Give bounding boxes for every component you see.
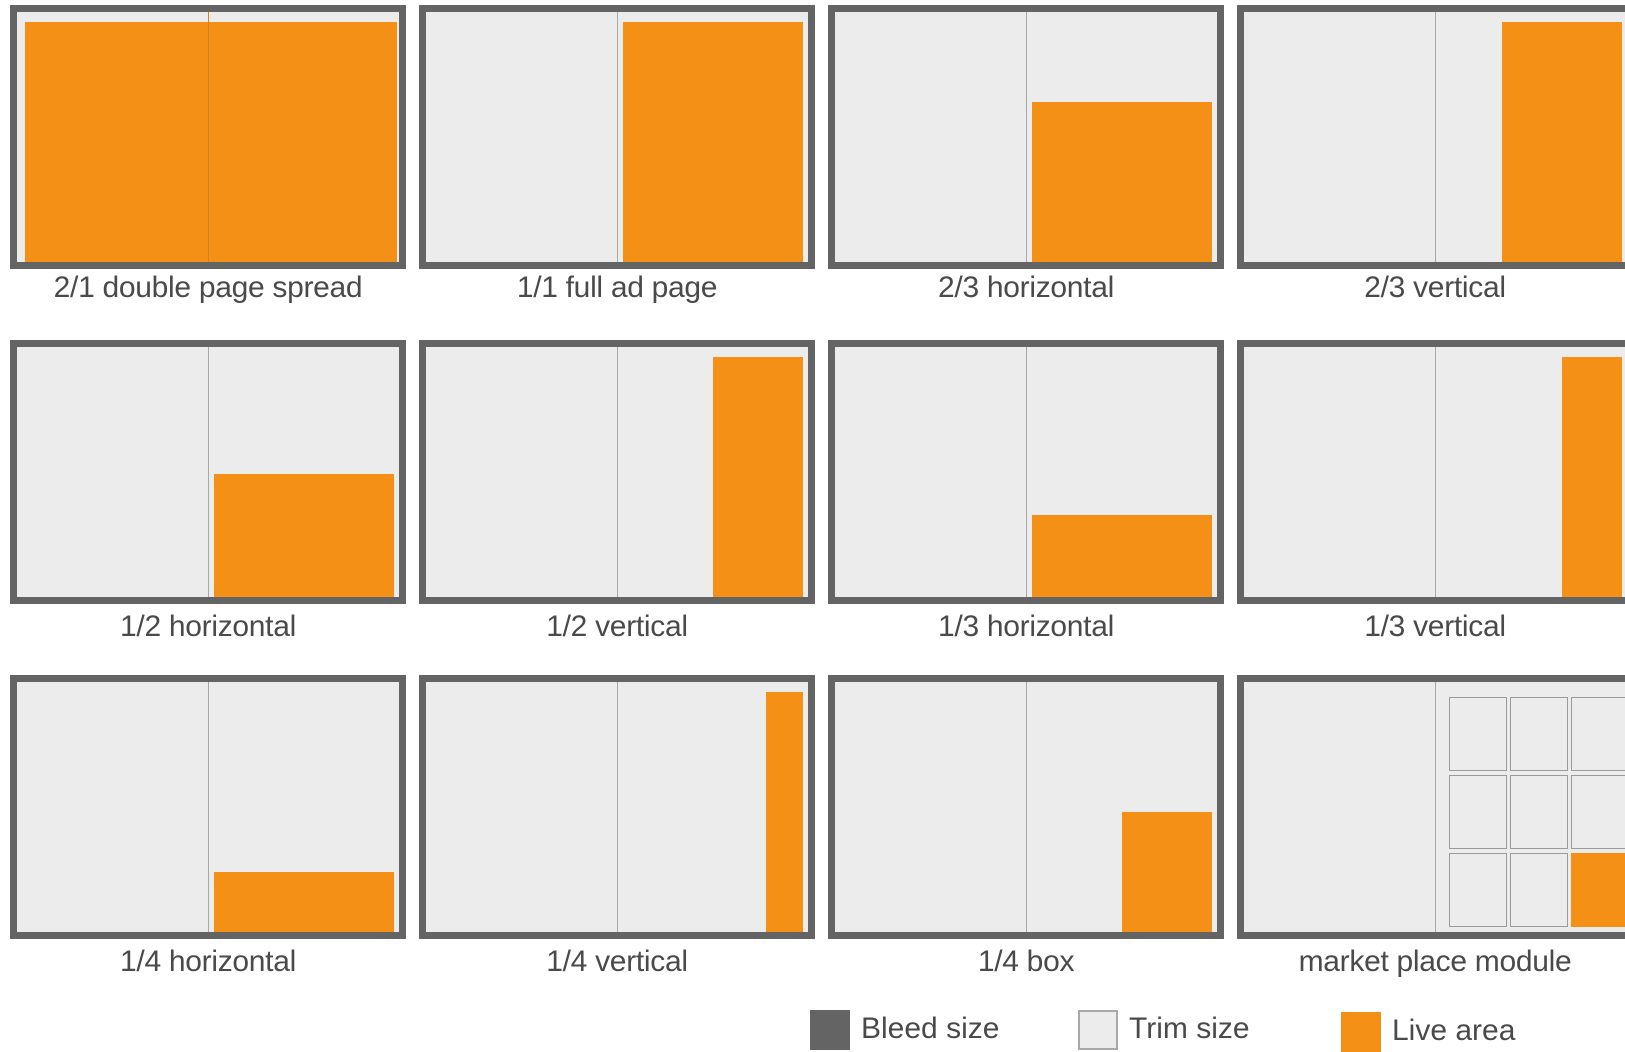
page-gutter bbox=[208, 682, 209, 932]
ad-diagram-quarter-vertical bbox=[419, 675, 815, 939]
module-cell bbox=[1571, 775, 1625, 849]
ad-diagram-full-ad-page bbox=[419, 5, 815, 269]
page-gutter bbox=[1435, 682, 1436, 932]
ad-diagram-market-place-module bbox=[1237, 675, 1625, 939]
ad-size-label: 1/3 vertical bbox=[1364, 610, 1506, 643]
ad-diagram-quarter-box bbox=[828, 675, 1224, 939]
live-area bbox=[25, 22, 397, 262]
page-gutter bbox=[617, 347, 618, 597]
ad-size-label: 1/4 horizontal bbox=[120, 945, 296, 978]
ad-diagram-two-thirds-vertical bbox=[1237, 5, 1625, 269]
live-area bbox=[766, 692, 803, 932]
live-area bbox=[1032, 515, 1212, 597]
ad-diagram-half-vertical bbox=[419, 340, 815, 604]
legend-bleed-label: Bleed size bbox=[861, 1012, 1000, 1045]
legend-bleed-swatch bbox=[810, 1010, 850, 1050]
ad-size-label: 1/3 horizontal bbox=[938, 610, 1114, 643]
module-cell bbox=[1449, 697, 1507, 771]
page-gutter bbox=[1026, 347, 1027, 597]
page-gutter bbox=[1435, 12, 1436, 262]
live-area bbox=[214, 872, 394, 932]
page-gutter bbox=[1026, 12, 1027, 262]
ad-size-label: 1/4 box bbox=[977, 945, 1075, 978]
ad-diagram-third-vertical bbox=[1237, 340, 1625, 604]
live-area bbox=[1502, 22, 1622, 262]
ad-size-label: 1/1 full ad page bbox=[516, 271, 718, 304]
ad-diagram-double-page-spread bbox=[10, 5, 406, 269]
ad-size-label: 2/1 double page spread bbox=[53, 271, 363, 304]
live-area bbox=[1032, 102, 1212, 262]
module-cell bbox=[1449, 853, 1507, 927]
module-cell bbox=[1449, 775, 1507, 849]
legend-live-label: Live area bbox=[1392, 1014, 1516, 1047]
module-cell bbox=[1510, 775, 1568, 849]
live-area bbox=[1562, 357, 1622, 597]
page-gutter-overlay bbox=[208, 12, 209, 262]
module-cell bbox=[1510, 853, 1568, 927]
legend-trim-label: Trim size bbox=[1129, 1012, 1250, 1045]
module-cell bbox=[1571, 697, 1625, 771]
legend-trim-swatch bbox=[1078, 1010, 1118, 1050]
live-area bbox=[623, 22, 803, 262]
ad-diagram-half-horizontal bbox=[10, 340, 406, 604]
live-area bbox=[1122, 812, 1212, 932]
page-gutter bbox=[208, 347, 209, 597]
ad-size-label: 2/3 vertical bbox=[1364, 271, 1506, 304]
module-cell-live-area bbox=[1571, 853, 1625, 927]
ad-diagram-third-horizontal bbox=[828, 340, 1224, 604]
page-gutter bbox=[617, 682, 618, 932]
ad-diagram-quarter-horizontal bbox=[10, 675, 406, 939]
ad-size-label: 1/4 vertical bbox=[546, 945, 688, 978]
ad-size-label: market place module bbox=[1298, 945, 1572, 978]
ad-size-label: 2/3 horizontal bbox=[938, 271, 1114, 304]
live-area bbox=[214, 474, 394, 597]
page-gutter bbox=[1435, 347, 1436, 597]
live-area bbox=[713, 357, 803, 597]
page-gutter bbox=[617, 12, 618, 262]
module-cell bbox=[1510, 697, 1568, 771]
page-gutter bbox=[1026, 682, 1027, 932]
legend-live-swatch bbox=[1341, 1012, 1381, 1052]
ad-size-label: 1/2 vertical bbox=[546, 610, 688, 643]
ad-diagram-two-thirds-horizontal bbox=[828, 5, 1224, 269]
ad-size-label: 1/2 horizontal bbox=[120, 610, 296, 643]
